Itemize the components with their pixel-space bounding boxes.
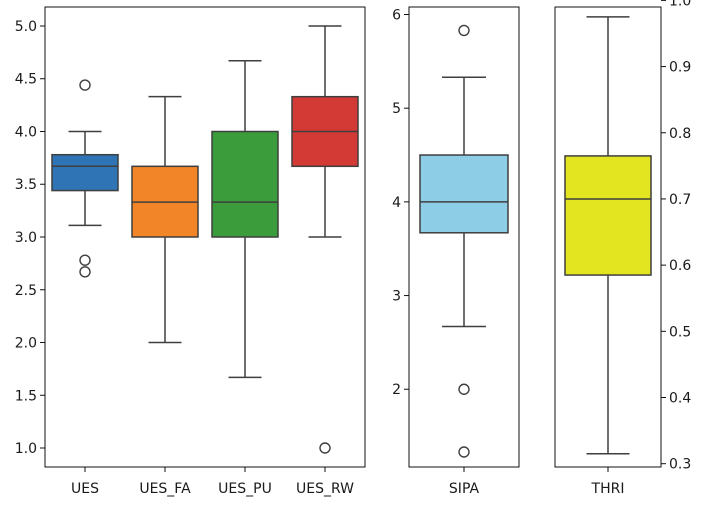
box-sipa: [419, 154, 509, 234]
outlier-point-sipa: [458, 383, 470, 395]
box-thri: [564, 155, 652, 276]
x-tick-label-ues-fa: UES_FA: [139, 481, 191, 497]
x-tick-label-ues: UES: [71, 481, 99, 497]
y-tick-label-thri: 1.0: [669, 0, 691, 9]
y-tick-label-thri: 0.6: [669, 258, 691, 274]
y-tick-label-ues: 3.0: [15, 230, 37, 246]
box-ues: [51, 153, 119, 192]
outlier-point-ues: [79, 266, 91, 278]
y-tick-label-thri: 0.9: [669, 60, 691, 76]
y-tick-label-sipa: 4: [392, 195, 401, 211]
x-tick-label-thri: THRI: [591, 481, 625, 497]
box-ues-pu: [211, 130, 279, 238]
x-tick-label-ues-pu: UES_PU: [218, 481, 272, 497]
y-tick-label-sipa: 6: [392, 7, 401, 23]
y-tick-label-ues: 1.5: [15, 388, 37, 404]
outlier-point-ues-rw: [319, 442, 331, 454]
y-tick-label-ues: 1.0: [15, 441, 37, 457]
outlier-point-ues: [79, 254, 91, 266]
y-tick-label-thri: 0.4: [669, 391, 691, 407]
y-tick-label-ues: 5.0: [15, 19, 37, 35]
y-tick-label-thri: 0.5: [669, 324, 691, 340]
y-tick-label-sipa: 3: [392, 289, 401, 305]
chart-marks: 1.0 1.5 2.0 2.5 3.0 3.5 4.0 4.5 5.0 UES UES_FA UES_…: [15, 0, 691, 497]
y-tick-label-sipa: 2: [392, 382, 401, 398]
y-tick-label-ues: 4.5: [15, 72, 37, 88]
x-tick-label-ues-rw: UES_RW: [296, 481, 354, 497]
y-tick-label-ues: 3.5: [15, 177, 37, 193]
y-tick-label-thri: 0.3: [669, 457, 691, 473]
outlier-point-sipa: [458, 24, 470, 37]
y-tick-label-thri: 0.8: [669, 126, 691, 142]
outlier-point-sipa: [458, 446, 470, 458]
y-tick-label-ues: 2.5: [15, 283, 37, 299]
y-tick-label-ues: 2.0: [15, 336, 37, 352]
y-tick-label-sipa: 5: [392, 101, 401, 117]
outlier-point-ues: [79, 79, 91, 91]
x-tick-label-sipa: SIPA: [449, 481, 480, 497]
y-tick-label-thri: 0.7: [669, 192, 691, 208]
y-tick-label-ues: 4.0: [15, 124, 37, 140]
